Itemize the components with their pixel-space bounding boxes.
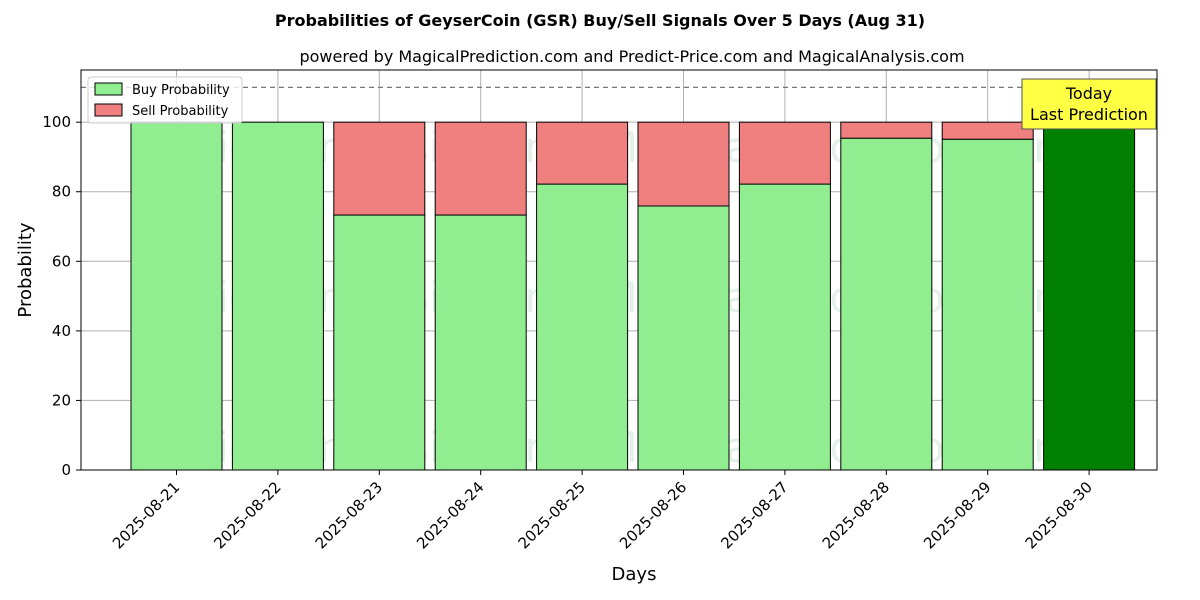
legend-label-sell: Sell Probability (132, 104, 229, 119)
y-axis: 0 20 40 60 80 100 (42, 113, 81, 479)
bar-buy (434, 214, 527, 471)
legend: Buy Probability Sell Probability (87, 76, 243, 124)
x-tick-label: 2025-08-25 (515, 478, 589, 552)
legend-swatch-sell (94, 103, 123, 117)
x-tick-label: 2025-08-30 (1022, 478, 1096, 552)
y-tick-label: 0 (61, 461, 71, 479)
bar-buy (840, 137, 933, 471)
legend-swatch-buy (94, 82, 123, 96)
bar-buy (1043, 121, 1136, 471)
x-tick-label: 2025-08-24 (413, 478, 487, 552)
x-tick-label: 2025-08-23 (312, 478, 386, 552)
y-tick-label: 100 (42, 113, 71, 131)
bar-buy (333, 214, 426, 471)
bar-sell (536, 121, 629, 185)
today-label: Today (1065, 84, 1112, 103)
today-box (1021, 78, 1157, 130)
x-tick-label: 2025-08-27 (717, 478, 791, 552)
bar-buy (738, 183, 831, 471)
y-tick-label: 80 (52, 183, 71, 201)
y-tick-label: 20 (52, 391, 71, 409)
today-annotation: Today Last Prediction (1021, 78, 1157, 130)
chart-subtitle: powered by MagicalPrediction.com and Pre… (299, 47, 964, 66)
bar-buy (231, 121, 324, 471)
bar-sell (434, 121, 527, 216)
x-tick-label: 2025-08-22 (210, 478, 284, 552)
bar-buy (536, 183, 629, 471)
bar-buy (130, 121, 223, 471)
x-tick-label: 2025-08-21 (109, 478, 183, 552)
legend-label-buy: Buy Probability (132, 83, 230, 98)
plot-frame (80, 69, 1158, 471)
x-axis: 2025-08-21 2025-08-22 2025-08-23 2025-08-24… (109, 470, 1096, 552)
bar-buy (941, 138, 1034, 471)
x-tick-label: 2025-08-26 (616, 478, 690, 552)
y-tick-label: 60 (52, 252, 71, 270)
bar-sell (738, 121, 831, 185)
y-axis-label: Probability (15, 222, 36, 317)
last-prediction-label: Last Prediction (1030, 105, 1148, 124)
x-axis-label: Days (612, 564, 657, 585)
bar-sell (941, 121, 1034, 140)
x-tick-label: 2025-08-28 (819, 478, 893, 552)
bar-sell (333, 121, 426, 216)
legend-frame (87, 76, 243, 124)
y-tick-label: 40 (52, 322, 71, 340)
x-tick-label: 2025-08-29 (920, 478, 994, 552)
bar-sell (637, 121, 730, 207)
bar-sell (840, 121, 933, 139)
bars (130, 121, 1136, 471)
bar-buy (637, 205, 730, 471)
chart-title: Probabilities of GeyserCoin (GSR) Buy/Se… (275, 11, 925, 30)
